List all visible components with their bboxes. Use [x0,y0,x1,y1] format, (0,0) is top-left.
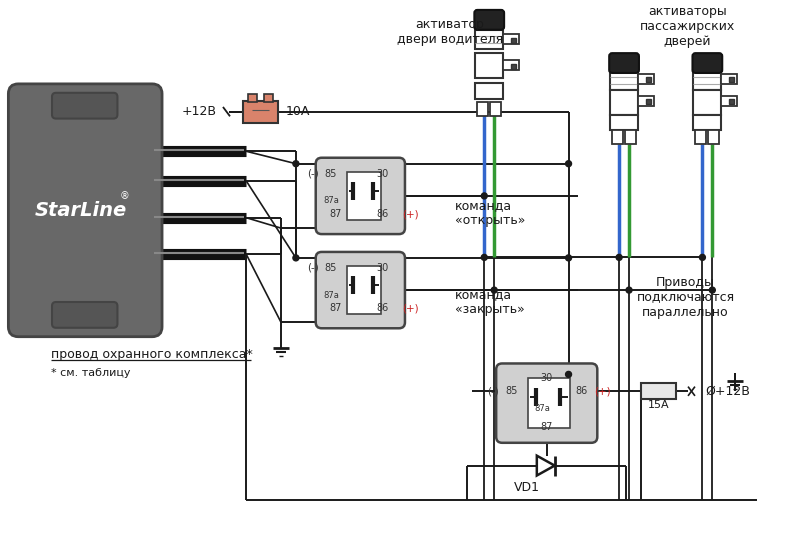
Bar [729,77,734,82]
Text: 30: 30 [376,263,388,273]
Text: StarLine: StarLine [35,201,127,220]
Circle shape [293,255,299,261]
Bar [694,70,722,90]
Text: 87a: 87a [535,403,550,412]
Bar [478,102,488,116]
FancyBboxPatch shape [316,252,405,328]
FancyBboxPatch shape [610,53,639,73]
Text: (-): (-) [307,263,318,273]
Bar [503,60,519,71]
FancyBboxPatch shape [496,363,598,443]
Bar [638,74,654,84]
Bar [475,54,503,78]
FancyBboxPatch shape [693,53,722,73]
Bar [610,114,638,131]
Text: 87: 87 [541,422,553,432]
Bar [511,64,516,69]
Bar [475,83,503,99]
Bar [610,90,638,114]
Bar [243,101,278,123]
Bar [490,102,501,116]
Bar [610,70,638,90]
Text: 15A: 15A [647,400,669,410]
Bar [729,99,734,104]
Bar [646,77,651,82]
Text: 87: 87 [330,303,342,314]
Text: 86: 86 [575,386,587,396]
Bar [612,131,623,144]
Text: VD1: VD1 [514,481,540,494]
FancyBboxPatch shape [316,158,405,234]
Circle shape [482,193,487,199]
Bar [475,29,503,49]
Bar [248,94,258,102]
Text: 86: 86 [376,209,388,219]
Text: команда
«открыть»: команда «открыть» [454,199,525,227]
Polygon shape [537,456,554,476]
Bar [722,96,737,106]
Bar [694,90,722,114]
Text: 87a: 87a [324,196,339,205]
Bar [503,34,519,44]
Text: (+): (+) [402,209,418,219]
Circle shape [616,255,622,261]
Bar [695,131,706,144]
Bar [694,114,722,131]
Text: (+): (+) [402,303,418,314]
Text: провод охранного комплекса*: провод охранного комплекса* [51,348,253,361]
Bar [528,378,570,428]
Text: (-): (-) [487,386,499,396]
Text: (-): (-) [307,169,318,179]
Text: 30: 30 [541,373,553,384]
Bar [638,96,654,106]
Bar [722,74,737,84]
Bar [511,38,516,43]
Bar [641,383,676,399]
Bar [646,99,651,104]
Text: ®: ® [120,192,130,201]
Text: * см. таблицу: * см. таблицу [51,369,130,378]
Circle shape [566,160,571,167]
Text: 30: 30 [376,169,388,179]
Circle shape [482,255,487,261]
Text: +12B: +12B [182,105,217,118]
Text: 86: 86 [376,303,388,314]
Bar [347,172,381,220]
FancyBboxPatch shape [52,93,118,119]
Text: активаторы
пассажирских
дверей: активаторы пассажирских дверей [640,5,735,48]
Circle shape [710,287,715,293]
Bar [625,131,636,144]
Bar [347,266,381,314]
Text: (+): (+) [594,386,611,396]
FancyBboxPatch shape [474,10,504,30]
Circle shape [566,371,571,377]
Circle shape [699,255,706,261]
Text: 87: 87 [330,209,342,219]
Text: 85: 85 [325,263,337,273]
Text: 10A: 10A [286,105,310,118]
Circle shape [293,160,299,167]
Text: 85: 85 [506,386,518,396]
Circle shape [566,255,571,261]
Circle shape [491,287,497,293]
Circle shape [626,287,632,293]
Text: Ø+12В: Ø+12В [706,385,750,398]
Text: Приводы
подключаются
параллельно: Приводы подключаются параллельно [637,276,734,318]
Text: 85: 85 [325,169,337,179]
Bar [708,131,719,144]
FancyBboxPatch shape [8,84,162,337]
Text: активатор
двери водителя: активатор двери водителя [397,18,502,47]
Text: команда
«закрыть»: команда «закрыть» [454,288,524,316]
Text: 87a: 87a [324,291,339,300]
Bar [264,94,273,102]
FancyBboxPatch shape [52,302,118,328]
